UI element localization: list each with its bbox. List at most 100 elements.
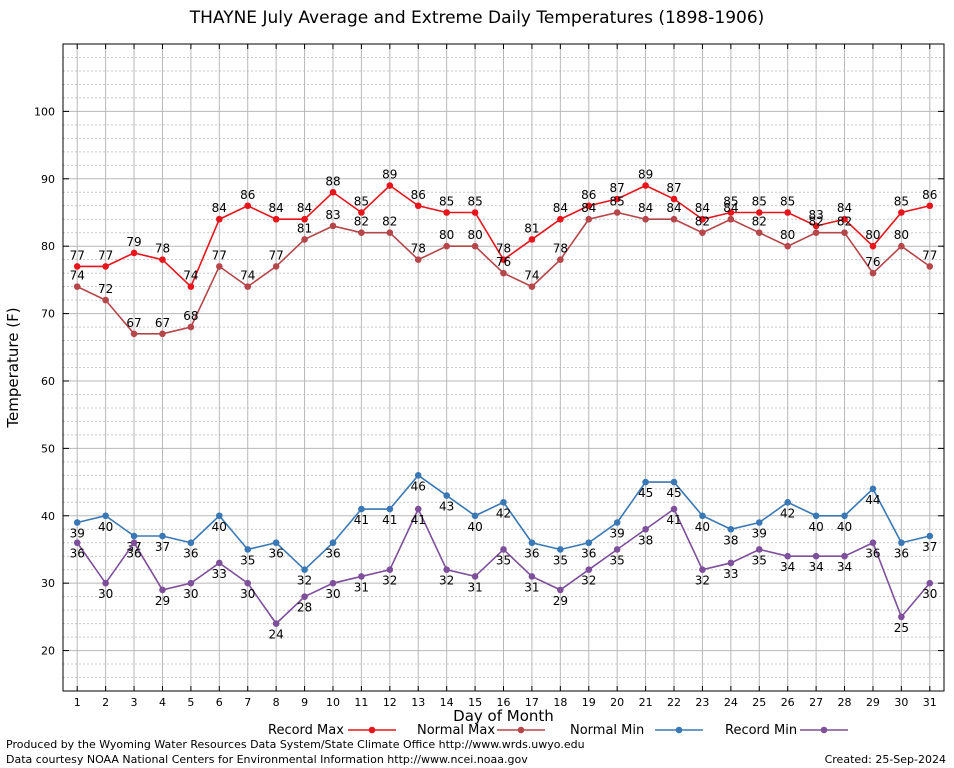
record-min-data-label: 36 (126, 547, 141, 561)
normal-min-data-label: 41 (382, 513, 397, 527)
normal-min-data-label: 44 (865, 493, 880, 507)
x-tick-label: 7 (244, 696, 251, 709)
normal-min-data-label: 36 (581, 547, 596, 561)
normal-max-data-label: 68 (183, 309, 198, 323)
record-min-point (613, 546, 621, 553)
normal-min-point (471, 512, 479, 520)
record-min-data-label: 25 (894, 621, 909, 635)
normal-min-point (500, 498, 507, 506)
record-max-data-label: 86 (240, 188, 255, 202)
x-tick-label: 22 (667, 696, 681, 709)
normal-max-data-label: 82 (752, 215, 767, 229)
record-min-point (443, 566, 450, 573)
record-max-data-label: 84 (212, 201, 227, 215)
credit-line-2: Data courtesy NOAA National Centers for … (6, 753, 528, 766)
normal-min-point (642, 478, 649, 486)
record-min-point (841, 552, 848, 560)
record-min-point (130, 539, 138, 547)
normal-min-data-label: 45 (666, 486, 681, 500)
record-max-point (869, 242, 877, 250)
normal-min-data-label: 40 (695, 520, 710, 534)
record-max-point (73, 263, 81, 270)
record-min-data-label: 35 (610, 553, 625, 567)
record-min-point (585, 566, 593, 573)
record-max-data-label: 83 (808, 208, 823, 222)
normal-min-data-label: 42 (496, 506, 511, 520)
normal-max-data-label: 77 (269, 248, 284, 262)
normal-max-point (159, 330, 166, 338)
normal-max-data-label: 77 (212, 248, 227, 262)
normal-max-data-label: 80 (894, 228, 909, 242)
record-max-point (159, 256, 166, 263)
normal-min-point (329, 539, 337, 547)
normal-max-point (613, 209, 621, 216)
normal-min-point (102, 512, 109, 520)
record-max-data-label: 87 (610, 181, 625, 195)
record-min-legend-marker (820, 726, 828, 734)
normal-max-data-label: 67 (126, 316, 141, 330)
normal-min-point (301, 566, 308, 573)
x-tick-label: 9 (301, 696, 308, 709)
normal-max-point (869, 269, 877, 277)
record-min-point (386, 566, 394, 573)
record-max-data-label: 78 (496, 242, 511, 256)
normal-min-data-label: 40 (467, 520, 482, 534)
record-min-data-label: 36 (70, 547, 85, 561)
normal-max-data-label: 67 (155, 316, 170, 330)
record-max-point (613, 195, 621, 203)
normal-max-point (500, 269, 507, 277)
normal-min-data-label: 35 (553, 553, 568, 567)
record-min-point (301, 593, 308, 600)
normal-min-data-label: 37 (922, 540, 937, 554)
normal-max-point (699, 229, 706, 237)
normal-max-point (301, 236, 308, 243)
record-min-point (699, 566, 706, 573)
record-max-data-label: 86 (581, 188, 596, 202)
record-min-point (272, 620, 280, 627)
record-min-data-label: 33 (723, 567, 738, 581)
record-min-point (642, 525, 649, 533)
normal-min-legend-label: Normal Min (570, 723, 644, 738)
normal-min-point (414, 472, 422, 479)
normal-max-point (727, 215, 735, 223)
normal-max-point (102, 296, 109, 304)
normal-max-legend-label: Normal Max (417, 723, 495, 738)
normal-min-point (727, 525, 735, 533)
x-tick-label: 30 (894, 696, 908, 709)
record-min-point (557, 586, 564, 594)
normal-min-point (557, 546, 564, 553)
normal-min-point (528, 539, 536, 547)
record-min-point (414, 505, 422, 513)
normal-max-data-label: 80 (467, 228, 482, 242)
normal-min-data-label: 45 (638, 486, 653, 500)
normal-min-point (130, 532, 138, 540)
record-max-data-label: 88 (325, 174, 340, 188)
record-max-data-label: 84 (297, 201, 312, 215)
record-min-point (329, 579, 337, 587)
record-max-data-label: 77 (70, 248, 85, 262)
record-max-data-label: 85 (354, 194, 369, 208)
normal-min-data-label: 41 (354, 513, 369, 527)
record-max-data-label: 87 (666, 181, 681, 195)
normal-max-point (216, 263, 223, 270)
record-min-point (358, 573, 365, 580)
y-tick-label: 30 (41, 577, 55, 590)
normal-min-point (159, 532, 166, 540)
record-min-data-label: 35 (752, 553, 767, 567)
normal-max-point (670, 215, 678, 223)
x-tick-label: 3 (131, 696, 138, 709)
record-max-data-label: 85 (780, 194, 795, 208)
normal-min-data-label: 40 (808, 520, 823, 534)
record-max-data-label: 84 (553, 201, 568, 215)
credit-line-1: Produced by the Wyoming Water Resources … (6, 738, 585, 751)
record-min-legend-label: Record Min (725, 723, 797, 738)
record-min-data-label: 32 (382, 574, 397, 588)
normal-max-data-label: 84 (581, 201, 596, 215)
record-min-point (244, 579, 252, 587)
record-min-data-label: 28 (297, 601, 312, 615)
x-tick-label: 15 (468, 696, 482, 709)
normal-max-point (358, 229, 365, 237)
record-min-point (216, 559, 223, 567)
x-tick-label: 28 (838, 696, 852, 709)
normal-min-data-label: 40 (98, 520, 113, 534)
